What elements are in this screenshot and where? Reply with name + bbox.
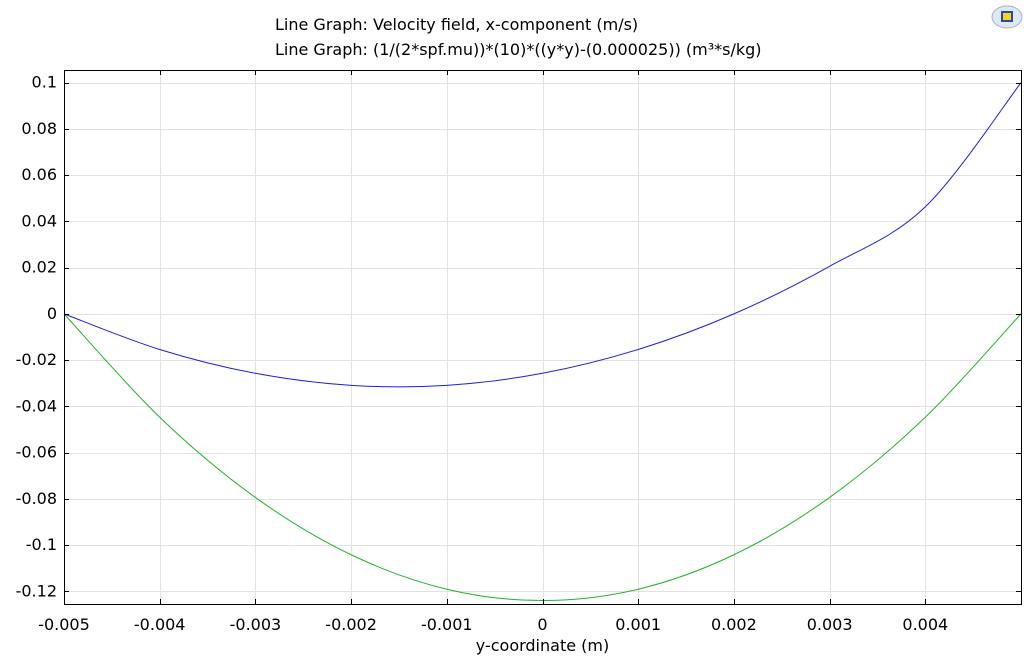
- x-tick-labels: -0.005 -0.004 -0.003 -0.002 -0.001 0 0.001 0.00…: [38, 615, 948, 634]
- y-tick-label: 0.02: [21, 258, 57, 277]
- grid-lines: [64, 70, 1021, 604]
- x-tick-label: -0.004: [134, 615, 186, 634]
- x-tick-label: 0.002: [711, 615, 757, 634]
- x-tick-label: -0.005: [38, 615, 90, 634]
- x-tick-label: 0.001: [615, 615, 661, 634]
- x-tick-label: 0: [537, 615, 547, 634]
- series-line-2: [63, 313, 1022, 602]
- y-tick-label: 0.08: [21, 119, 57, 138]
- x-tick-label: -0.003: [230, 615, 282, 634]
- y-tick-label: -0.1: [26, 535, 57, 554]
- y-tick-label: 0.1: [32, 73, 57, 92]
- y-tick-label: -0.06: [16, 443, 57, 462]
- tick-marks: [64, 70, 1021, 604]
- series-layer: [63, 82, 1022, 602]
- y-tick-label: -0.08: [16, 489, 57, 508]
- chart-title-line-1: Line Graph: Velocity field, x-component …: [275, 15, 638, 34]
- y-tick-label: -0.12: [16, 581, 57, 600]
- x-tick-label: -0.002: [325, 615, 377, 634]
- y-tick-label: -0.04: [16, 396, 57, 415]
- y-tick-label: -0.02: [16, 350, 57, 369]
- x-tick-label: 0.003: [807, 615, 853, 634]
- series-line-1: [63, 82, 1022, 388]
- y-tick-label: 0: [47, 304, 57, 323]
- chart-title-line-2: Line Graph: (1/(2*spf.mu))*(10)*((y*y)-(…: [275, 40, 762, 59]
- comsol-logo-icon: [990, 4, 1024, 30]
- y-tick-labels: 0.1 0.08 0.06 0.04 0.02 0 -0.02 -0.04 -0.06 -0.08…: [16, 73, 57, 601]
- x-tick-label: -0.001: [421, 615, 473, 634]
- y-tick-label: 0.06: [21, 165, 57, 184]
- y-tick-label: 0.04: [21, 211, 57, 230]
- x-axis-title: y-coordinate (m): [476, 636, 609, 655]
- x-tick-label: 0.004: [902, 615, 948, 634]
